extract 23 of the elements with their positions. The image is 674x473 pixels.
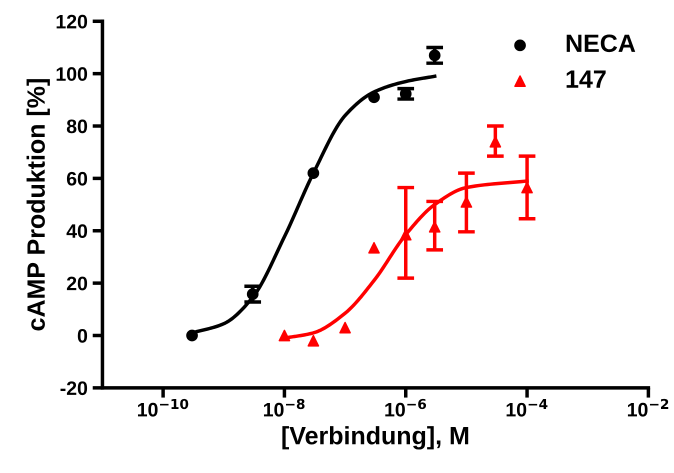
point [339,322,351,334]
legend-label: 147 [566,70,606,88]
x-tick-label: 10$^{−8}$ [264,398,305,417]
point [428,49,441,62]
x-axis-title: [Verbindung], M [282,426,468,450]
y-tick-label: 60 [66,172,88,186]
x-tick-label: 10$^{−4}$ [506,399,548,417]
y-tick-label: 100 [56,67,88,81]
y-tick-label: 0 [78,328,88,343]
y-tick-label: 40 [66,224,88,238]
legend-label: NECA [566,34,636,52]
point [368,242,380,254]
y-tick-label: 80 [66,119,88,134]
x-tick-label: 10$^{−2}$ [628,398,668,417]
point [368,91,380,104]
y-tick-label: 20 [66,276,88,290]
point [278,330,290,342]
y-tick-label: -20 [60,381,88,396]
x-tick-label: 10$^{−10}$ [138,398,188,417]
point [308,334,320,347]
y-tick-label: 120 [56,14,88,29]
x-tick-label: 10$^{−6}$ [385,398,426,417]
y-axis-title: cAMP Produktion [%] [26,79,50,330]
